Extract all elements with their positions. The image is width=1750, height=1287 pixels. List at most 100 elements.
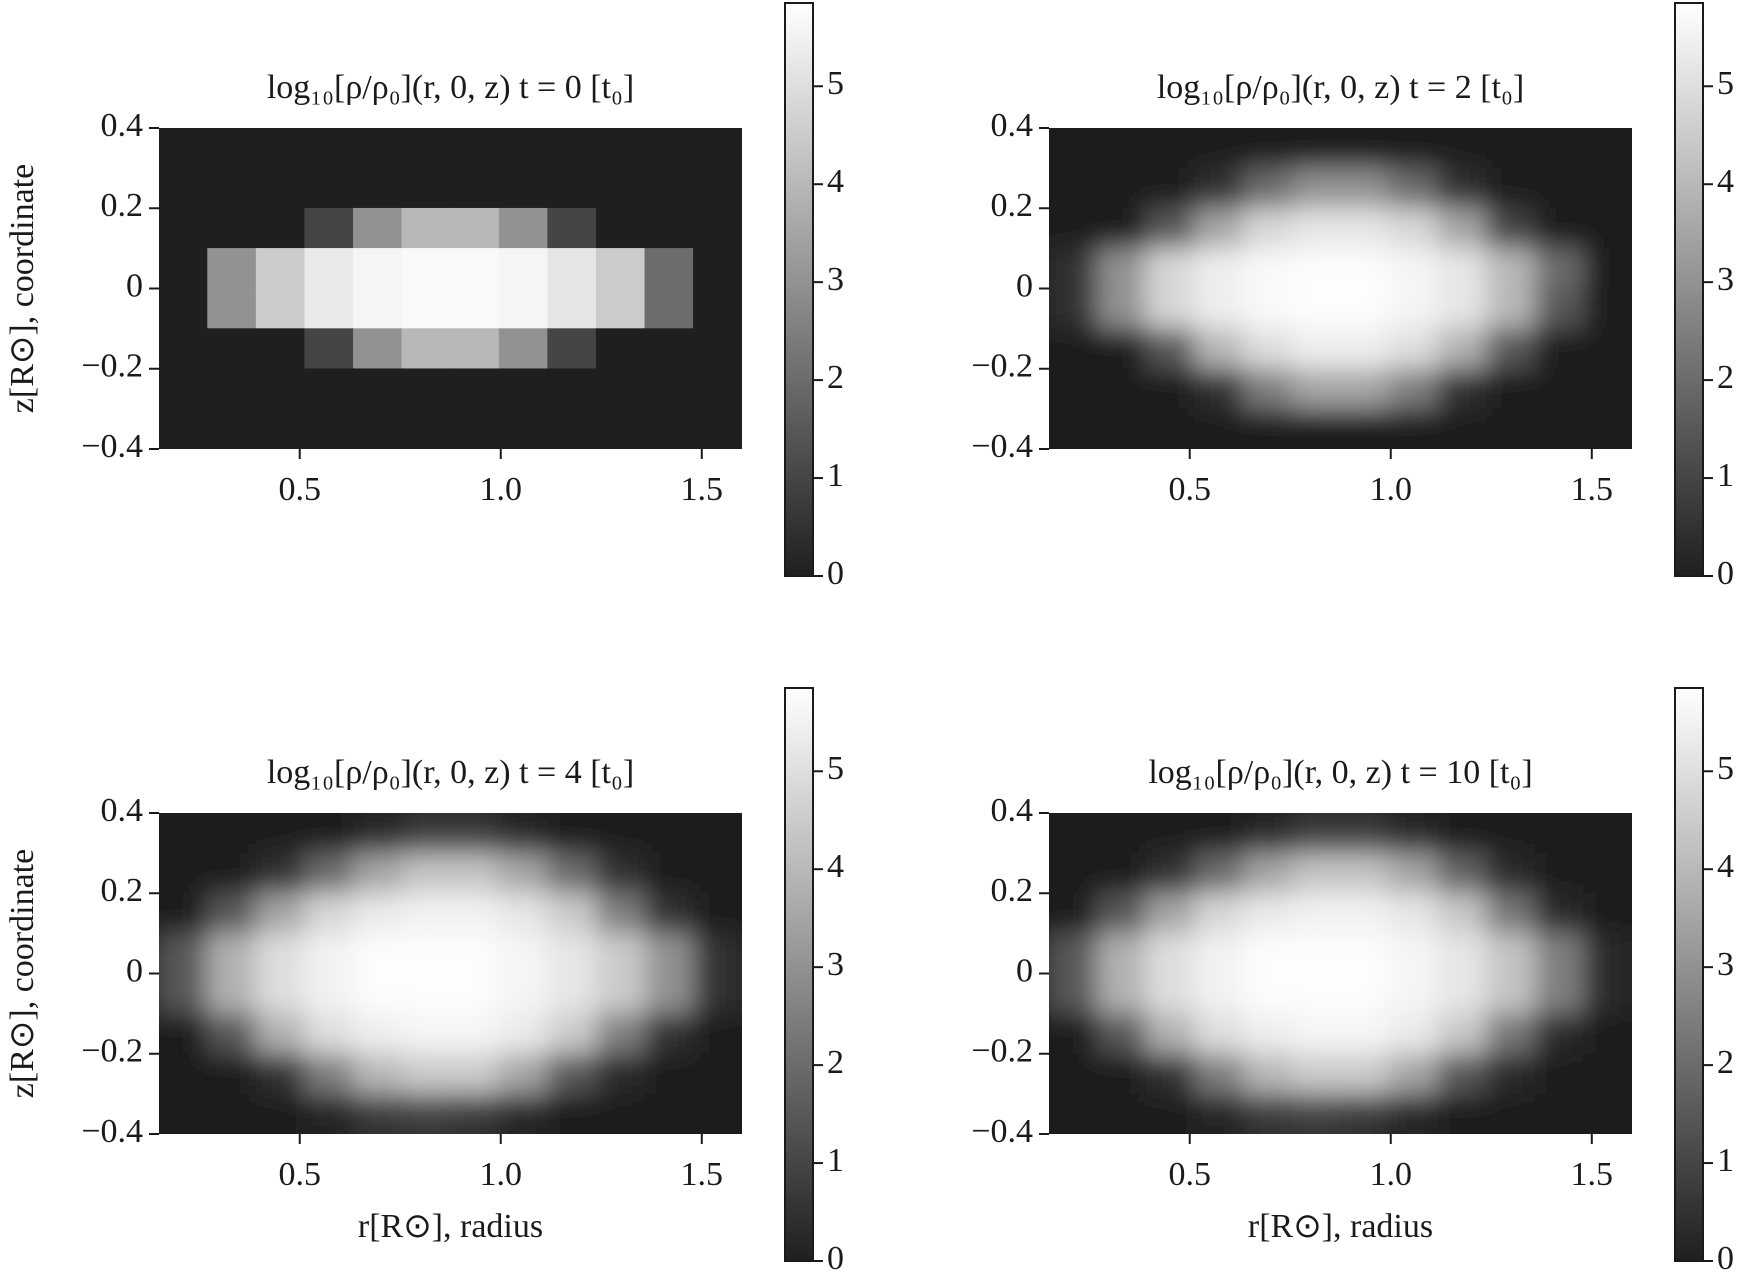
cell [644,288,694,329]
cell [255,1093,306,1134]
x-tick-label: 0.5 [1168,1156,1211,1193]
x-tick-label: 0.5 [278,1156,321,1193]
cell [1340,1053,1390,1095]
cell [1291,813,1341,854]
cell [255,248,306,289]
colorbar-tick-label: 4 [827,163,844,200]
cell [159,1013,208,1055]
cell [1291,933,1341,974]
cell [693,1013,742,1055]
cell [498,368,548,410]
cell [1049,973,1098,1014]
cell [1194,368,1244,410]
cell [1049,128,1098,169]
cell [1437,128,1487,169]
cell [1049,852,1098,894]
cell [1583,128,1632,169]
cell [255,852,306,894]
cell [1534,207,1584,249]
y-axis-label: z[R⊙], coordinate [4,164,41,413]
cell [1340,248,1390,289]
cell [159,248,208,289]
cell [693,408,742,449]
cell [1097,248,1147,289]
cell [1194,167,1244,209]
heatmap [1049,813,1632,1134]
cell [1097,1013,1147,1055]
colorbar-tick-label: 0 [827,555,844,592]
cell [693,933,742,974]
cell [353,1093,403,1134]
cell [255,288,306,329]
panel-title: log₁₀[ρ/ρ₀](r, 0, z) t = 4 [t₀] [267,754,634,791]
cell [693,1093,742,1134]
cell [644,1053,694,1095]
cell [1145,1013,1196,1055]
cell [1243,248,1293,289]
cell [1485,408,1536,449]
cell [498,128,548,169]
colorbar-tick-label: 2 [1717,1044,1734,1081]
colorbar-tick-label: 2 [827,1044,844,1081]
cell [1340,973,1390,1014]
cell [159,328,208,370]
x-axis-label: r[R⊙], radius [358,1208,543,1245]
cell [1243,167,1293,209]
cell [1291,973,1341,1014]
cell [1097,207,1147,249]
y-tick-label: −0.2 [971,1033,1033,1070]
cell [693,248,742,289]
cell [1534,128,1584,169]
cell [1194,1053,1244,1095]
cell [595,933,646,974]
cell [1388,408,1438,449]
cell [1388,128,1438,169]
cell [1049,933,1098,974]
cell [1097,128,1147,169]
y-tick-label: −0.2 [971,348,1033,385]
cell [595,813,646,854]
cell [1437,973,1487,1014]
cell [1340,368,1390,410]
x-axis-label: r[R⊙], radius [1248,1208,1433,1245]
cell [450,288,500,329]
cell [547,368,597,410]
cell [207,207,257,249]
cell [1097,852,1147,894]
y-tick-label: 0.2 [991,872,1034,909]
cell [1437,933,1487,974]
cell [1291,892,1341,934]
cell [595,288,646,329]
cell [1291,1093,1341,1134]
x-tick-label: 1.0 [480,471,523,508]
cell [1194,933,1244,974]
cell [547,1053,597,1095]
cell [547,813,597,854]
cell [159,933,208,974]
cell [1097,1093,1147,1134]
y-tick-label: 0 [1016,267,1033,304]
colorbar-tick-label: 2 [1717,359,1734,396]
cell [1194,328,1244,370]
cell [1534,328,1584,370]
cell [1583,1093,1632,1134]
cell [1340,288,1390,329]
cell [1049,813,1098,854]
colorbar-tick-label: 5 [1717,65,1734,102]
cell [644,207,694,249]
cell [353,1013,403,1055]
cell [1340,167,1390,209]
cell [353,288,403,329]
cell [1194,248,1244,289]
cell [1243,207,1293,249]
cell [1437,852,1487,894]
cell [159,167,208,209]
cell [159,892,208,934]
cell [1437,892,1487,934]
cell [401,1093,451,1134]
cell [353,207,403,249]
colorbar [784,687,814,1262]
cell [1340,408,1390,449]
cell [1145,328,1196,370]
cell [1291,368,1341,410]
